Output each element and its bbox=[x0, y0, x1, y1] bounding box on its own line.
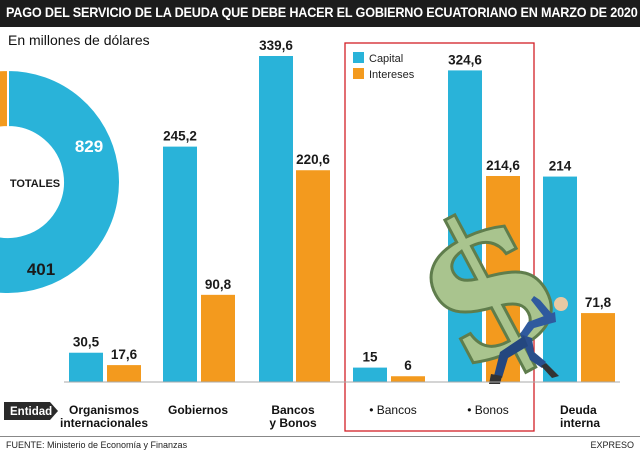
value-label-intereses: 220,6 bbox=[296, 152, 330, 167]
category-label: y Bonos bbox=[269, 416, 317, 430]
value-label-intereses: 90,8 bbox=[205, 277, 232, 292]
category-label: • Bonos bbox=[467, 403, 509, 417]
person-torso bbox=[520, 312, 556, 338]
title-bar: PAGO DEL SERVICIO DE LA DEUDA QUE DEBE H… bbox=[0, 0, 640, 27]
chart-title: PAGO DEL SERVICIO DE LA DEUDA QUE DEBE H… bbox=[6, 5, 638, 20]
value-label-capital: 30,5 bbox=[73, 335, 100, 350]
bar-intereses bbox=[296, 170, 330, 382]
bar-intereses bbox=[391, 376, 425, 382]
category-label: • Bancos bbox=[369, 403, 417, 417]
bar-intereses bbox=[581, 313, 615, 382]
bar-capital bbox=[353, 367, 387, 382]
value-label-intereses: 17,6 bbox=[111, 347, 138, 362]
person-arm bbox=[531, 296, 552, 318]
category-label: internacionales bbox=[60, 416, 148, 430]
category-label: Gobiernos bbox=[168, 403, 228, 417]
pie-label-capital: 829 bbox=[75, 137, 103, 156]
category-label: interna bbox=[560, 416, 600, 430]
legend-label-capital: Capital bbox=[369, 53, 403, 65]
category-label: Bancos bbox=[271, 403, 315, 417]
value-label-capital: 324,6 bbox=[448, 52, 482, 67]
bar-capital bbox=[163, 146, 197, 382]
category-label: Organismos bbox=[69, 403, 139, 417]
chart-subtitle: En millones de dólares bbox=[8, 32, 150, 48]
highlight-box bbox=[344, 42, 535, 432]
bar-capital bbox=[69, 352, 103, 382]
person-shoe bbox=[541, 363, 559, 378]
pie-slice-capital bbox=[0, 68, 121, 295]
person-pushing-illustration bbox=[489, 296, 568, 384]
value-label-intereses: 214,6 bbox=[486, 158, 520, 173]
value-label-intereses: 6 bbox=[404, 358, 412, 373]
axis-label-tag bbox=[4, 402, 58, 420]
pie-slice-intereses bbox=[0, 68, 9, 129]
person-leg-back bbox=[494, 336, 528, 378]
value-label-capital: 245,2 bbox=[163, 129, 197, 144]
pie-label-intereses: 401 bbox=[27, 260, 55, 279]
bar-capital bbox=[543, 176, 577, 382]
bar-capital bbox=[448, 70, 482, 382]
value-label-capital: 339,6 bbox=[259, 38, 293, 53]
legend-label-intereses: Intereses bbox=[369, 69, 415, 81]
legend-swatch-capital bbox=[353, 52, 364, 63]
axis-label: Entidad bbox=[10, 406, 52, 418]
person-head bbox=[554, 297, 568, 311]
value-label-intereses: 71,8 bbox=[585, 295, 612, 310]
source-note: FUENTE: Ministerio de Economía y Finanza… bbox=[6, 440, 188, 450]
value-label-capital: 214 bbox=[549, 159, 572, 174]
footer-divider bbox=[0, 436, 640, 437]
legend-swatch-intereses bbox=[353, 68, 364, 79]
value-label-capital: 15 bbox=[362, 350, 378, 365]
bar-intereses bbox=[201, 294, 235, 382]
publisher-brand: EXPRESO bbox=[590, 440, 634, 450]
pie-center-label: TOTALES bbox=[10, 178, 60, 190]
category-label: Deuda bbox=[560, 403, 597, 417]
bar-intereses bbox=[107, 365, 141, 382]
bar-capital bbox=[259, 56, 293, 382]
